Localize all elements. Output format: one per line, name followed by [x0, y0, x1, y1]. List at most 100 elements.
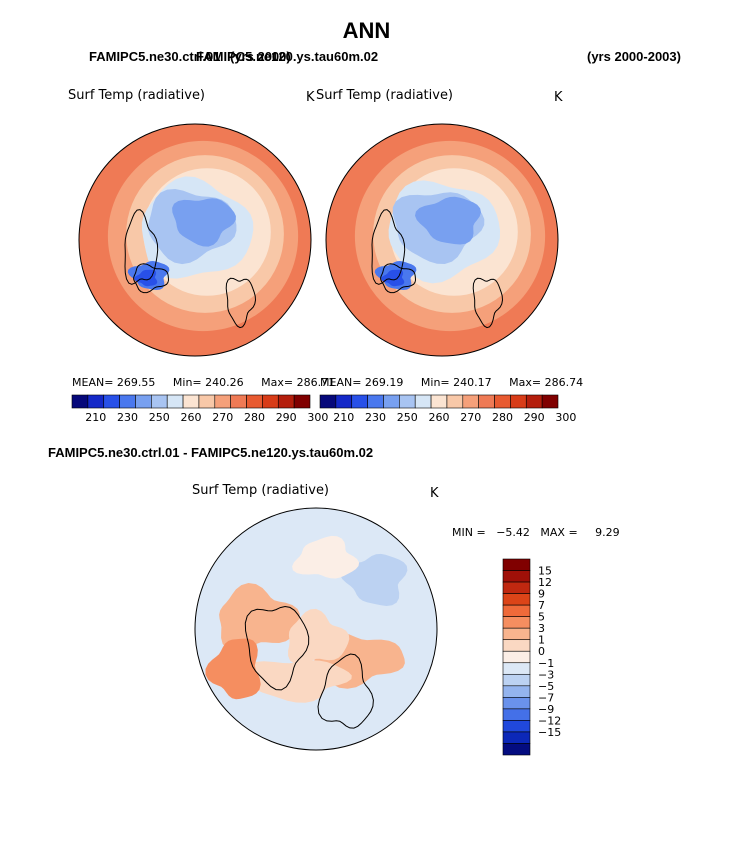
colorbar-box	[502, 685, 531, 698]
colorbar-tick-label: 15	[538, 565, 552, 578]
colorbar-box	[87, 394, 105, 409]
colorbar-tick-label: −3	[538, 668, 554, 681]
colorbar-box	[502, 570, 531, 583]
panel1-mean-label: MEAN=	[72, 376, 114, 389]
panel1-max: 286.71	[296, 376, 336, 389]
colorbar-box	[502, 627, 531, 641]
colorbar-box	[335, 394, 353, 409]
colorbar-box	[525, 394, 543, 409]
colorbar-tick-label: −5	[538, 680, 554, 693]
coastline	[472, 277, 504, 329]
colorbar-tick-label: 5	[538, 611, 545, 624]
panel3-max-label: MAX =	[540, 526, 578, 539]
panel2-max: 286.74	[544, 376, 584, 389]
panel2-title: Surf Temp (radiative)	[316, 88, 454, 103]
colorbar-box	[478, 394, 495, 409]
colorbar-tick-label: 250	[149, 411, 170, 424]
colorbar-tick-label: −12	[538, 714, 561, 727]
colorbar-box	[502, 639, 531, 652]
colorbar-box	[446, 394, 464, 409]
colorbar-tick-label: 260	[429, 411, 450, 424]
main-title: ANN	[342, 18, 391, 43]
panel3-units: K	[430, 486, 439, 501]
panel1-mean: 269.55	[116, 376, 156, 389]
panel3-min: −5.42	[496, 526, 530, 539]
panel1-stats: MEAN= 269.55 Min= 240.26 Max= 286.71	[72, 376, 335, 389]
colorbar-box	[541, 394, 559, 409]
colorbar-box	[214, 394, 231, 409]
colorbar-box	[502, 743, 531, 756]
colorbar-tick-label: 1	[538, 634, 545, 647]
panel2-units: K	[554, 90, 563, 105]
colorbar-box	[399, 394, 416, 409]
colorbar-box	[502, 662, 531, 675]
panel3-title: Surf Temp (radiative)	[192, 483, 330, 498]
panel1-min-label: Min=	[172, 376, 202, 389]
colorbar-box	[198, 394, 216, 409]
field-patch	[292, 535, 360, 579]
colorbar-tick-label: 270	[460, 411, 481, 424]
coastline	[371, 209, 406, 285]
panel2-max-label: Max=	[509, 376, 542, 389]
colorbar-box	[293, 394, 311, 409]
panel2-map	[325, 123, 559, 357]
panel2-mean-label: MEAN=	[320, 376, 362, 389]
colorbar-box	[230, 394, 247, 409]
colorbar-tick-label: 280	[492, 411, 513, 424]
colorbar-tick-label: 7	[538, 599, 545, 612]
panel1-max-label: Max=	[261, 376, 294, 389]
colorbar-tick-label: 3	[538, 622, 545, 635]
colorbar-tick-label: 290	[524, 411, 545, 424]
colorbar-tick-label: 9	[538, 588, 545, 601]
field-patch	[205, 638, 261, 700]
panel3-max: 9.29	[595, 526, 620, 539]
colorbar-tick-label: 210	[333, 411, 354, 424]
colorbar-box	[502, 673, 531, 687]
colorbar-box	[502, 581, 531, 594]
colorbar-tick-label: −9	[538, 703, 554, 716]
field-band	[415, 196, 481, 245]
panel3-min-label: MIN =	[452, 526, 486, 539]
case1-years: (yrs 2000)	[230, 49, 291, 64]
colorbar-box	[502, 708, 531, 721]
coastline	[244, 605, 310, 691]
colorbar-box	[502, 720, 531, 733]
colorbar-box	[367, 394, 384, 409]
colorbar-box	[430, 394, 448, 409]
case1-name: FAMIPC5.ne30.ctrl.01	[89, 49, 221, 64]
colorbar-box	[502, 616, 531, 629]
colorbar-box	[502, 731, 531, 744]
panel2-min-label: Min=	[420, 376, 450, 389]
coastline	[124, 209, 159, 285]
colorbar-box	[135, 394, 152, 409]
colorbar-tick-label: 260	[181, 411, 202, 424]
colorbar-tick-label: 280	[244, 411, 265, 424]
field-patch	[219, 583, 300, 651]
panel3-stats: MIN = −5.42 MAX = 9.29	[452, 526, 620, 539]
colorbar-box	[462, 394, 479, 409]
coastline	[133, 263, 170, 294]
coastline	[317, 653, 374, 729]
map-border	[194, 507, 438, 751]
panel1-min: 240.26	[205, 376, 244, 389]
colorbar-box	[319, 394, 337, 409]
colorbar-box	[502, 558, 531, 571]
colorbar-tick-label: −1	[538, 657, 554, 670]
colorbar-tick-label: 0	[538, 645, 545, 658]
colorbar-box	[246, 394, 263, 409]
colorbar-box	[277, 394, 295, 409]
field-patch	[243, 660, 352, 703]
colorbar-tick-label: 12	[538, 576, 552, 589]
panel2-mean: 269.19	[364, 376, 404, 389]
panel3-map	[194, 507, 438, 751]
panel2-stats: MEAN= 269.19 Min= 240.17 Max= 286.74	[320, 376, 583, 389]
colorbar-box	[502, 604, 531, 617]
colorbar-box	[71, 394, 89, 409]
field-band	[172, 198, 236, 247]
diff-title: FAMIPC5.ne30.ctrl.01 - FAMIPC5.ne120.ys.…	[48, 445, 374, 460]
colorbar-box	[262, 394, 279, 409]
colorbar-tick-label: −15	[538, 726, 561, 739]
case2-years: (yrs 2000-2003)	[587, 49, 681, 64]
colorbar-box	[502, 593, 531, 606]
map-border	[325, 123, 559, 357]
